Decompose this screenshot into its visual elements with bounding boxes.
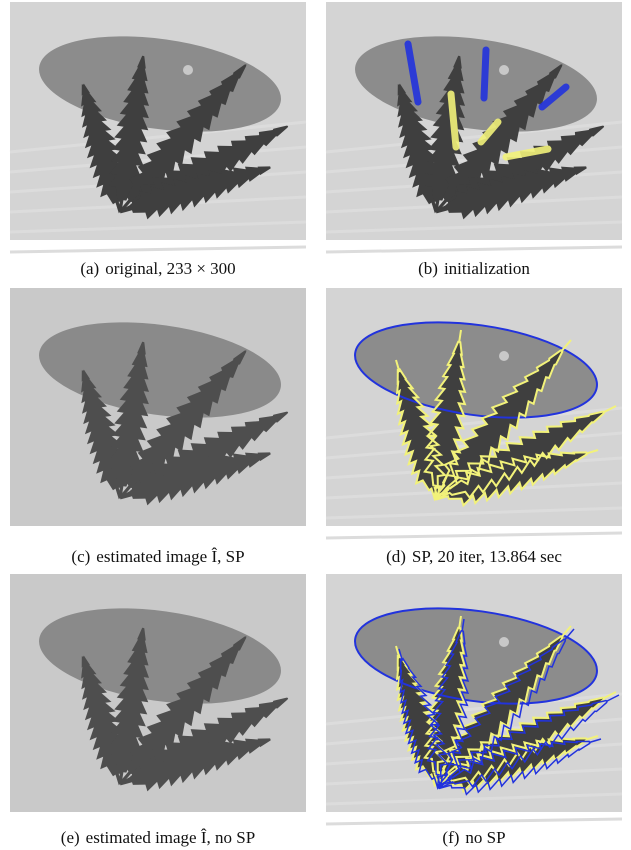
caption-text: initialization bbox=[444, 259, 530, 278]
caption: (c) estimated image Î, SP bbox=[71, 547, 244, 566]
caption: (e) estimated image Î, no SP bbox=[61, 828, 255, 847]
figure: (a) original, 233 × 300 (b) initialization… bbox=[0, 0, 631, 850]
caption-label: (c) bbox=[71, 547, 90, 566]
caption-text: no SP bbox=[465, 828, 505, 847]
texture bbox=[326, 533, 622, 538]
caption: (f) no SP bbox=[442, 828, 505, 847]
caption-text: estimated image Î, SP bbox=[96, 547, 244, 566]
texture bbox=[10, 247, 306, 252]
caption-label: (e) bbox=[61, 828, 80, 847]
texture bbox=[326, 819, 622, 824]
caption-label: (f) bbox=[442, 828, 459, 847]
caption-text: original, 233 × 300 bbox=[105, 259, 235, 278]
caption-label: (b) bbox=[418, 259, 438, 278]
init-contour-blue bbox=[484, 50, 486, 98]
image-panel bbox=[10, 288, 306, 526]
caption: (b) initialization bbox=[418, 259, 530, 278]
init-contour-yellow bbox=[451, 94, 456, 147]
leaf-spot bbox=[499, 351, 509, 361]
caption-label: (a) bbox=[80, 259, 99, 278]
caption-text: estimated image Î, no SP bbox=[86, 828, 256, 847]
caption-text: SP, 20 iter, 13.864 sec bbox=[412, 547, 562, 566]
leaf-spot bbox=[499, 637, 509, 647]
caption: (d) SP, 20 iter, 13.864 sec bbox=[386, 547, 562, 566]
image-panel bbox=[326, 2, 622, 252]
texture bbox=[326, 247, 622, 252]
leaf-spot bbox=[499, 65, 509, 75]
caption: (a) original, 233 × 300 bbox=[80, 259, 235, 278]
leaf-spot bbox=[183, 65, 193, 75]
image-panel bbox=[326, 288, 622, 538]
image-panel bbox=[10, 574, 306, 812]
caption-label: (d) bbox=[386, 547, 406, 566]
image-panel bbox=[326, 574, 622, 824]
image-panel bbox=[10, 2, 306, 252]
